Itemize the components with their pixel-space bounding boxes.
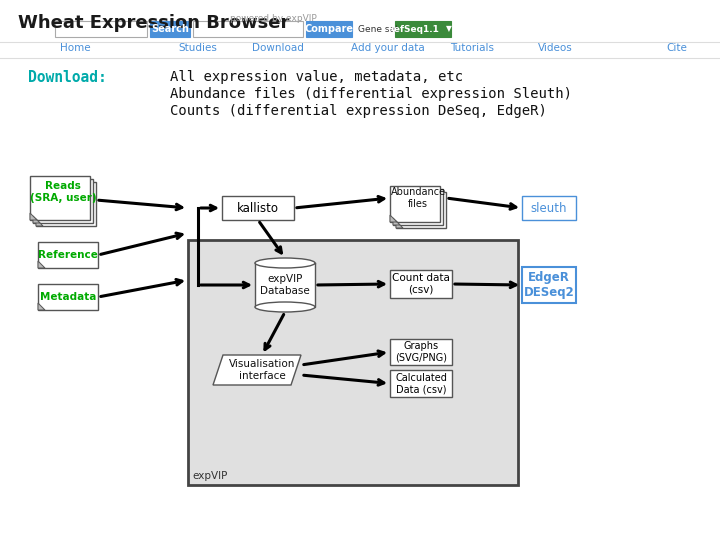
Text: Calculated
Data (csv): Calculated Data (csv) [395,373,447,394]
FancyBboxPatch shape [38,284,98,310]
Text: Search: Search [151,24,189,34]
FancyBboxPatch shape [33,179,93,223]
FancyBboxPatch shape [522,196,576,220]
Text: Metadata: Metadata [40,292,96,302]
FancyBboxPatch shape [390,370,452,397]
Text: sleuth: sleuth [531,201,567,214]
Text: Counts (differential expression DeSeq, EdgeR): Counts (differential expression DeSeq, E… [170,104,547,118]
FancyBboxPatch shape [193,21,303,37]
FancyBboxPatch shape [396,192,446,228]
Text: RefSeq1.1: RefSeq1.1 [387,24,439,33]
Text: Videos: Videos [538,43,572,53]
Polygon shape [38,261,45,268]
Text: Wheat Expression Browser: Wheat Expression Browser [18,14,289,32]
Ellipse shape [255,302,315,312]
Polygon shape [33,216,40,223]
FancyBboxPatch shape [38,242,98,268]
FancyBboxPatch shape [395,21,451,37]
FancyBboxPatch shape [393,189,443,225]
FancyBboxPatch shape [222,196,294,220]
Text: expVIP
Database: expVIP Database [260,274,310,296]
Text: Compare: Compare [305,24,354,34]
FancyBboxPatch shape [306,21,352,37]
Text: Tutorials: Tutorials [450,43,494,53]
Text: Add your data: Add your data [351,43,425,53]
Polygon shape [38,303,45,310]
Text: Count data
(csv): Count data (csv) [392,273,450,295]
Text: Abundance files (differential expression Sleuth): Abundance files (differential expression… [170,87,572,101]
FancyBboxPatch shape [390,339,452,365]
FancyBboxPatch shape [188,240,518,485]
Text: Cite: Cite [667,43,688,53]
FancyBboxPatch shape [30,176,90,220]
FancyBboxPatch shape [390,270,452,298]
Ellipse shape [255,258,315,268]
Text: Gene set: Gene set [358,24,399,33]
FancyBboxPatch shape [522,267,576,303]
Text: Graphs
(SVG/PNG): Graphs (SVG/PNG) [395,341,447,363]
Polygon shape [30,213,37,220]
Text: Reference: Reference [38,250,98,260]
Polygon shape [396,221,403,228]
Text: kallisto: kallisto [237,201,279,214]
Text: Home: Home [60,43,90,53]
Text: ▼: ▼ [446,24,452,33]
Text: Download:: Download: [28,70,107,85]
Bar [255,263,315,307]
FancyBboxPatch shape [150,21,190,37]
Polygon shape [393,218,400,225]
Text: powered by expVIP: powered by expVIP [230,14,317,23]
Text: Reads
(SRA, user): Reads (SRA, user) [30,181,96,203]
Text: Studies: Studies [179,43,217,53]
Polygon shape [213,355,301,385]
Text: All expression value, metadata, etc: All expression value, metadata, etc [170,70,463,84]
FancyBboxPatch shape [390,186,440,222]
FancyBboxPatch shape [55,21,147,37]
Text: Download: Download [252,43,304,53]
Text: Abundance
files: Abundance files [390,187,446,209]
Text: expVIP: expVIP [192,471,228,481]
Polygon shape [36,219,43,226]
Text: Visualisation
interface: Visualisation interface [229,359,295,381]
Polygon shape [390,215,397,222]
Text: EdgeR
DESeq2: EdgeR DESeq2 [523,271,575,299]
FancyBboxPatch shape [36,182,96,226]
